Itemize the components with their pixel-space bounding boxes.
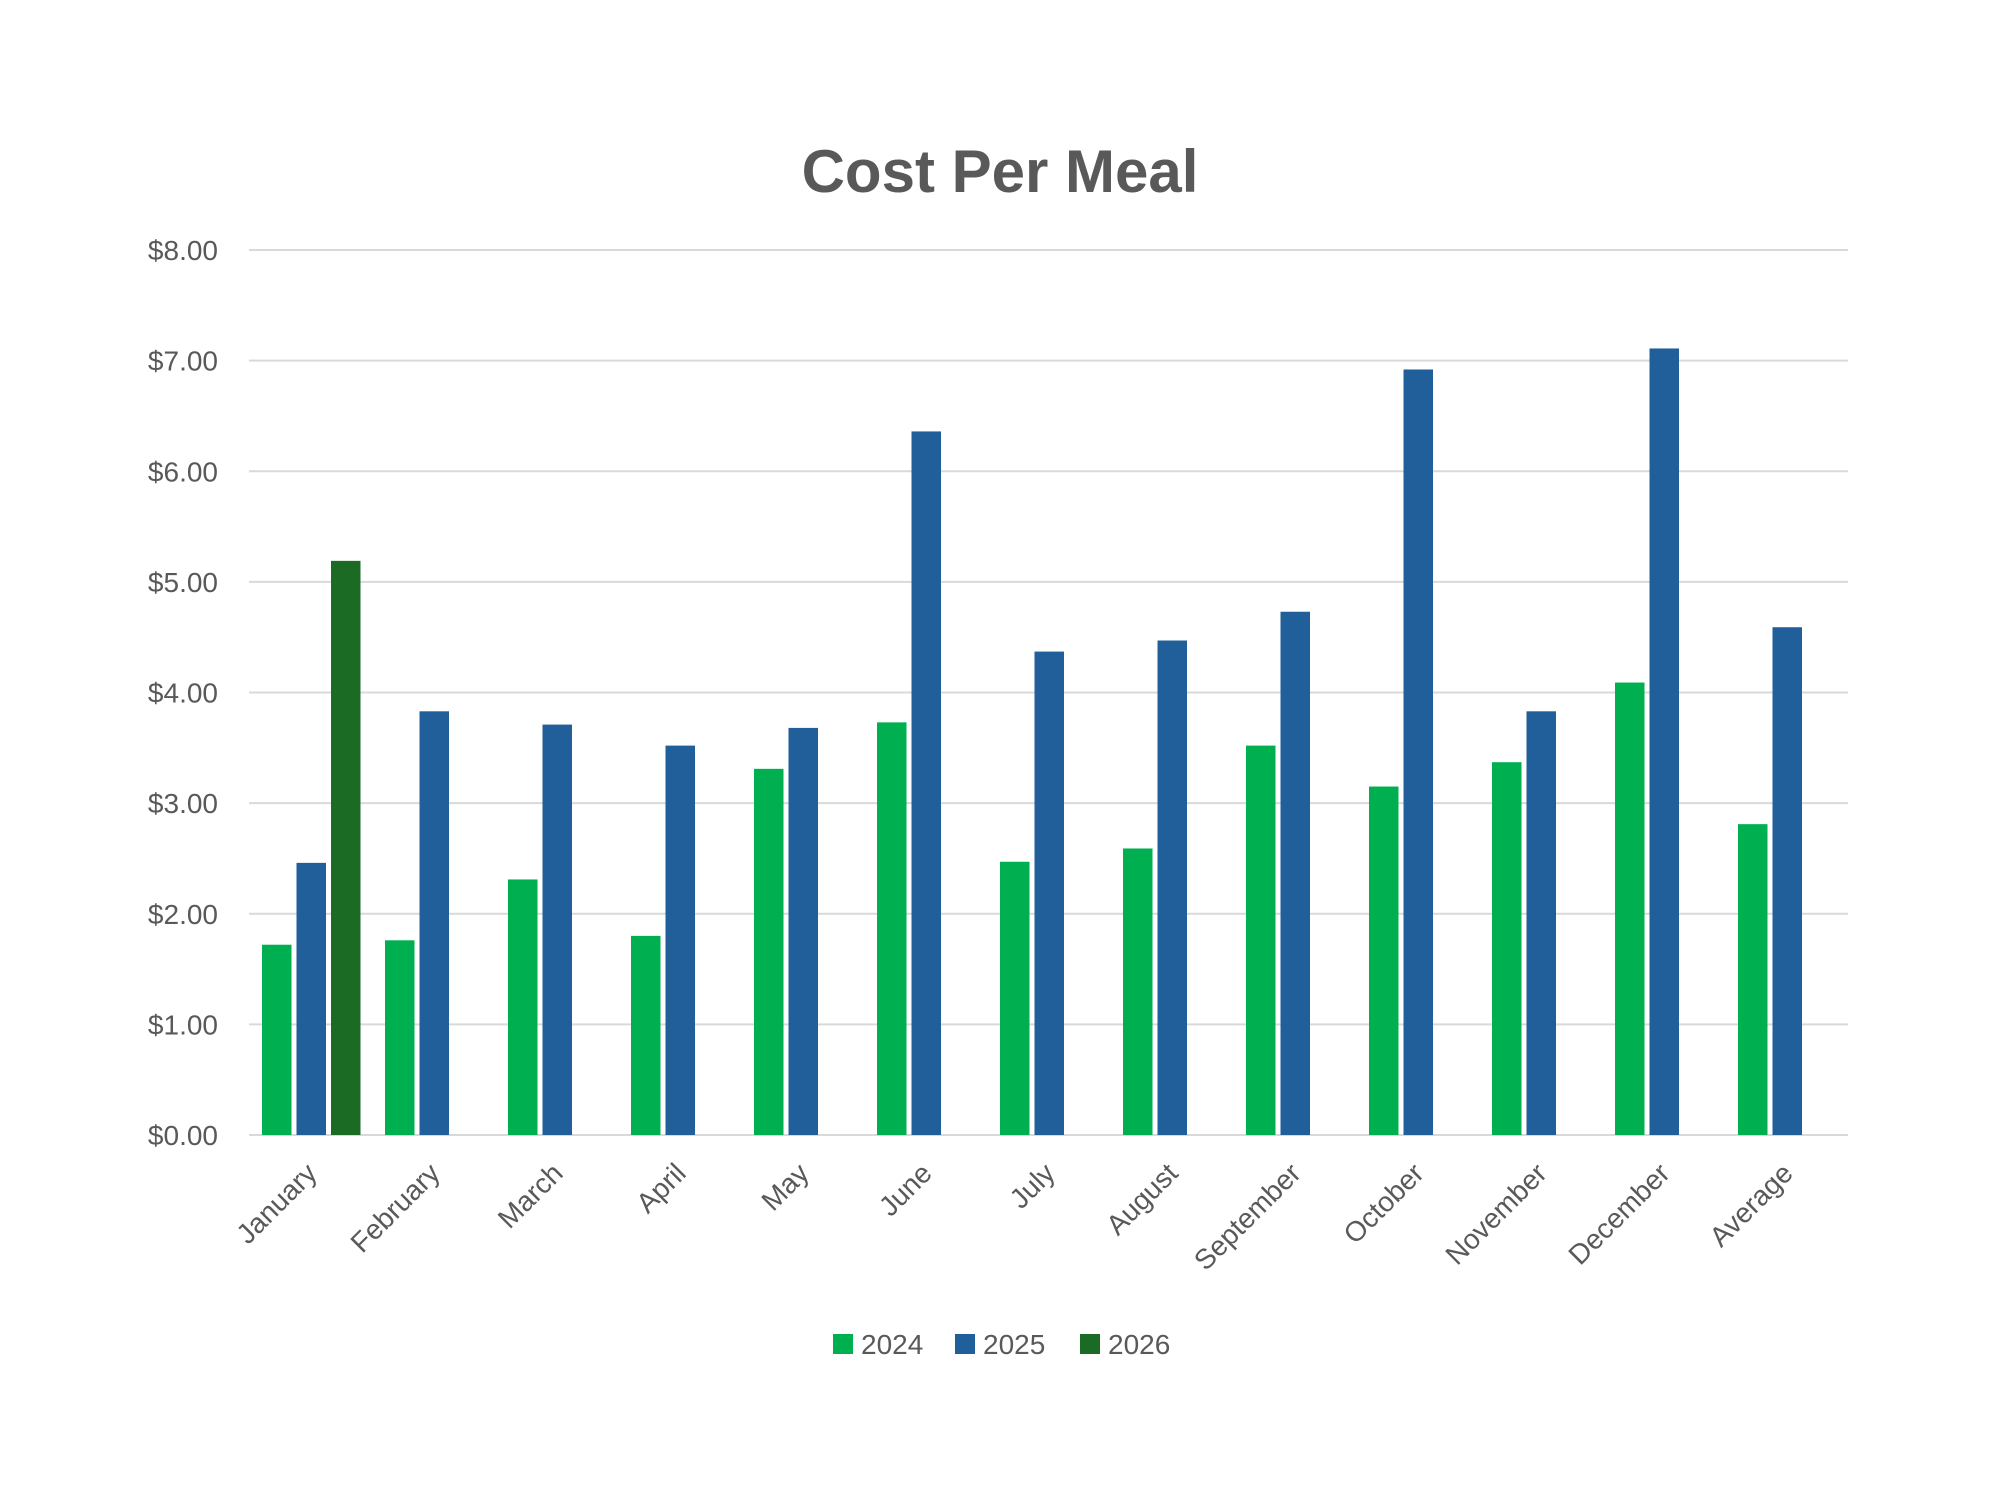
- bar-2025-november: [1526, 711, 1556, 1135]
- bar-2025-december: [1649, 348, 1679, 1135]
- bar-2025-may: [788, 727, 818, 1135]
- y-tick-label: $0.00: [148, 1120, 218, 1151]
- x-tick-label: October: [1337, 1157, 1429, 1249]
- y-tick-label: $6.00: [148, 456, 218, 487]
- y-tick-label: $4.00: [148, 678, 218, 709]
- bar-2025-average: [1772, 627, 1802, 1135]
- y-tick-label: $2.00: [148, 899, 218, 930]
- x-tick-label: December: [1562, 1157, 1675, 1270]
- bar-2025-april: [665, 745, 695, 1135]
- bar-2024-december: [1615, 682, 1645, 1135]
- y-tick-label: $8.00: [148, 235, 218, 266]
- x-tick-label: August: [1100, 1157, 1184, 1241]
- bar-2024-september: [1246, 745, 1276, 1135]
- bar-2025-february: [419, 711, 449, 1135]
- bar-2025-march: [542, 724, 572, 1135]
- bar-2025-january: [296, 862, 326, 1135]
- bar-2025-september: [1280, 611, 1310, 1135]
- bar-2024-april: [631, 935, 661, 1135]
- bar-2024-august: [1123, 848, 1153, 1135]
- bar-2024-november: [1492, 762, 1522, 1135]
- bar-2024-june: [877, 722, 907, 1135]
- bar-2024-may: [754, 768, 784, 1135]
- bar-2024-october: [1369, 786, 1399, 1135]
- legend-label-2024: 2024: [861, 1329, 923, 1360]
- legend-swatch-2026: [1080, 1334, 1100, 1354]
- x-tick-label: July: [1004, 1157, 1061, 1214]
- bar-2025-july: [1034, 651, 1064, 1135]
- bar-2024-february: [385, 940, 415, 1135]
- bar-2024-average: [1738, 824, 1768, 1135]
- x-tick-label: February: [345, 1157, 446, 1258]
- y-tick-label: $3.00: [148, 788, 218, 819]
- bar-2025-august: [1157, 640, 1187, 1135]
- bar-2025-october: [1403, 369, 1433, 1136]
- bar-2024-march: [508, 879, 538, 1135]
- legend-label-2025: 2025: [983, 1329, 1045, 1360]
- x-tick-label: March: [492, 1157, 569, 1234]
- x-tick-label: June: [873, 1157, 938, 1222]
- y-tick-label: $1.00: [148, 1009, 218, 1040]
- x-tick-label: May: [755, 1157, 814, 1216]
- bar-2025-june: [911, 431, 941, 1135]
- x-tick-label: January: [230, 1157, 322, 1249]
- x-tick-label: April: [630, 1157, 692, 1219]
- bar-2026-january: [331, 560, 361, 1135]
- x-tick-label: November: [1439, 1157, 1552, 1270]
- x-tick-label: Average: [1703, 1157, 1798, 1252]
- chart-title: Cost Per Meal: [802, 138, 1199, 205]
- y-tick-label: $5.00: [148, 567, 218, 598]
- legend-swatch-2024: [833, 1334, 853, 1354]
- x-tick-label: September: [1188, 1157, 1307, 1276]
- y-tick-label: $7.00: [148, 346, 218, 377]
- legend-label-2026: 2026: [1108, 1329, 1170, 1360]
- legend-swatch-2025: [955, 1334, 975, 1354]
- bar-2024-january: [262, 944, 292, 1135]
- bar-2024-july: [1000, 861, 1030, 1135]
